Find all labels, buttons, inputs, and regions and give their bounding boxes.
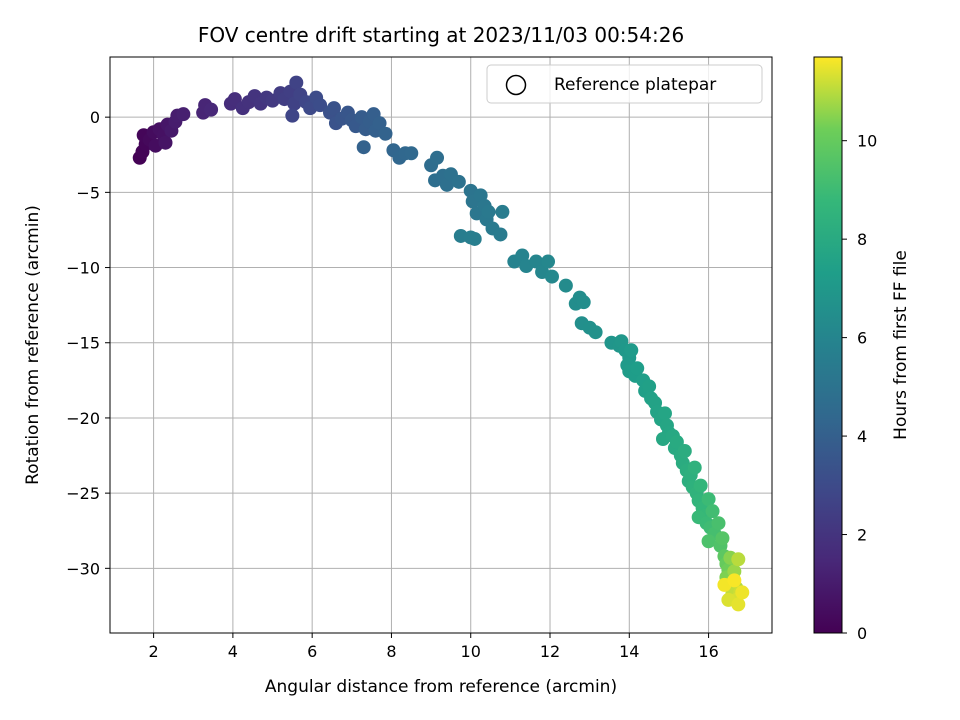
scatter-point: [727, 573, 742, 588]
colorbar-tick-label: 8: [857, 230, 867, 249]
scatter-point: [289, 75, 304, 90]
scatter-point: [493, 227, 508, 242]
x-tick-label: 4: [228, 642, 238, 661]
scatter-point: [495, 204, 510, 219]
y-tick-label: −30: [66, 559, 100, 578]
scatter-point: [430, 150, 445, 165]
x-tick-label: 2: [149, 642, 159, 661]
legend-entry-reference-platepar: Reference platepar: [554, 75, 716, 95]
colorbar-tick-label: 4: [857, 427, 867, 446]
scatter-point: [326, 101, 341, 116]
y-axis-label: Rotation from reference (arcmin): [23, 205, 43, 485]
scatter-point: [544, 269, 559, 284]
scatter-point: [473, 188, 488, 203]
y-tick-label: −5: [76, 183, 100, 202]
scatter-point: [657, 406, 672, 421]
y-axis-ticks: 0 −5 −10 −15 −20 −25 −30: [66, 108, 110, 578]
colorbar-tick-label: 0: [857, 624, 867, 643]
scatter-point: [576, 295, 591, 310]
scatter-point: [705, 504, 720, 519]
grid: [110, 57, 772, 633]
colorbar: 0 2 4 6 8 10 Hours from first FF file: [813, 56, 911, 643]
scatter-point: [731, 597, 746, 612]
scatter-point: [515, 248, 530, 263]
scatter-point: [176, 107, 191, 122]
scatter-point: [735, 585, 750, 600]
x-tick-label: 8: [386, 642, 396, 661]
legend-marker-icon: [505, 74, 527, 96]
scatter-point: [204, 102, 219, 117]
colorbar-tick-label: 6: [857, 329, 867, 348]
x-tick-label: 16: [698, 642, 718, 661]
scatter-point: [715, 531, 730, 546]
scatter-point: [731, 552, 746, 567]
scatter-point: [630, 361, 645, 376]
legend: Reference platepar: [486, 64, 763, 104]
legend-box: [486, 64, 763, 104]
y-tick-label: −20: [66, 409, 100, 428]
y-tick-label: −15: [66, 334, 100, 353]
y-tick-label: −25: [66, 484, 100, 503]
scatter-point: [356, 140, 371, 155]
x-axis-label: Angular distance from reference (arcmin): [265, 677, 617, 697]
scatter-point: [481, 204, 496, 219]
scatter-point: [711, 516, 726, 531]
x-tick-label: 14: [619, 642, 639, 661]
scatter-point: [404, 146, 419, 161]
scatter-point: [677, 444, 692, 459]
scatter-point: [588, 325, 603, 340]
x-tick-label: 10: [461, 642, 481, 661]
plot-frame: [109, 56, 773, 634]
scatter-point: [541, 254, 556, 269]
scatter-points: [132, 75, 750, 612]
scatter-point: [701, 534, 716, 549]
x-tick-label: 6: [307, 642, 317, 661]
x-tick-label: 12: [540, 642, 560, 661]
colorbar-tick-label: 10: [857, 132, 877, 151]
scatter-point: [687, 460, 702, 475]
chart-title: FOV centre drift starting at 2023/11/03 …: [198, 23, 684, 47]
scatter-point: [227, 92, 242, 107]
scatter-point: [624, 343, 639, 358]
scatter-point: [693, 478, 708, 493]
scatter-point: [451, 174, 466, 189]
x-axis-ticks: 2 4 6 8 10 12 14 16: [149, 633, 719, 661]
scatter-point: [158, 135, 173, 150]
colorbar-ticks: 0 2 4 6 8 10: [842, 132, 877, 643]
scatter-point: [529, 254, 544, 269]
scatter-point: [439, 177, 454, 192]
y-tick-label: 0: [90, 108, 100, 127]
y-tick-label: −10: [66, 259, 100, 278]
scatter-point: [642, 379, 657, 394]
colorbar-label: Hours from first FF file: [891, 250, 911, 440]
colorbar-gradient: [813, 56, 843, 634]
scatter-point: [285, 108, 300, 123]
scatter-point: [313, 98, 328, 113]
colorbar-tick-label: 2: [857, 526, 867, 545]
scatter-point: [701, 492, 716, 507]
scatter-point: [372, 116, 387, 131]
scatter-point: [378, 126, 393, 141]
scatter-point: [558, 278, 573, 293]
scatter-point: [669, 435, 684, 450]
scatter-point: [467, 231, 482, 246]
